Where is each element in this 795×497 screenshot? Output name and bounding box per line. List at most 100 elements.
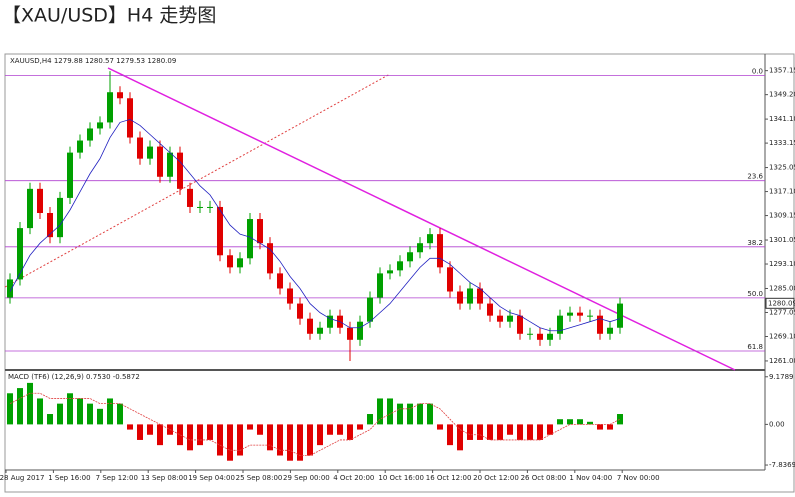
candle-body (267, 243, 273, 274)
macd-label: MACD (TF6) (12,26,9) 0.7530 -0.5872 (8, 373, 140, 381)
macd-bar (407, 403, 413, 425)
macd-bar (587, 421, 593, 425)
macd-bar (497, 424, 503, 440)
macd-bar (557, 419, 563, 425)
moving-average (9, 118, 621, 332)
candle-body (87, 128, 93, 141)
x-tick-label: 1 Sep 16:00 (48, 474, 90, 482)
macd-bar (457, 424, 463, 451)
macd-bar (137, 424, 143, 440)
macd-bar (547, 424, 553, 435)
candle-body (147, 146, 153, 159)
x-tick-label: 29 Sep 00:00 (283, 474, 330, 482)
candle-body (127, 98, 133, 138)
macd-tick-label: -7.8369 (769, 461, 795, 469)
macd-bar (527, 424, 533, 440)
fib-label: 38.2 (747, 239, 763, 247)
macd-bar (277, 424, 283, 456)
candle-body (277, 273, 283, 289)
x-tick-label: 7 Sep 12:00 (96, 474, 138, 482)
y-tick-label: 1285.00 (769, 284, 795, 292)
candle-body (157, 146, 163, 177)
candle-body (407, 252, 413, 262)
candle-body (117, 92, 123, 99)
x-tick-label: 26 Oct 08:00 (521, 474, 567, 482)
channel-line (4, 73, 391, 288)
candle-body (287, 288, 293, 304)
candle-body (17, 228, 23, 280)
y-tick-label: 1293.10 (769, 260, 795, 268)
macd-bar (537, 424, 543, 440)
candle-body (297, 303, 303, 319)
y-tick-label: 1269.10 (769, 332, 795, 340)
macd-bar (597, 424, 603, 430)
candle-body (387, 270, 393, 274)
macd-bar (157, 424, 163, 446)
macd-bar (107, 398, 113, 425)
x-tick-label: 7 Nov 00:00 (617, 474, 660, 482)
macd-bar (287, 424, 293, 461)
fib-label: 0.0 (752, 68, 763, 76)
candle-body (107, 92, 113, 123)
candle-body (57, 197, 63, 238)
trend-line (107, 67, 736, 371)
candle-body (77, 140, 83, 153)
x-tick-label: 13 Sep 08:00 (141, 474, 188, 482)
candle-body (347, 327, 353, 340)
candle-body (367, 297, 373, 322)
macd-bar (417, 403, 423, 425)
macd-bar (247, 424, 253, 430)
x-tick-label: 25 Sep 08:00 (236, 474, 283, 482)
candle-body (217, 206, 223, 256)
candle-body (47, 213, 53, 238)
y-tick-label: 1301.05 (769, 236, 795, 244)
candle-body (427, 234, 433, 244)
macd-bar (197, 424, 203, 446)
price-box (765, 297, 795, 309)
candle-body (437, 234, 443, 268)
y-tick-label: 1309.15 (769, 212, 795, 220)
candle-body (607, 327, 613, 334)
macd-bar (237, 424, 243, 456)
macd-tick-label: 0.00 (769, 420, 785, 428)
macd-signal (9, 392, 621, 456)
candle-body (477, 288, 483, 304)
candle-body (197, 206, 203, 208)
candle-body (97, 122, 103, 129)
macd-bar (447, 424, 453, 446)
chart-title: 【XAU/USD】H4 走势图 (2, 5, 216, 27)
candle-body (187, 188, 193, 207)
candle-body (517, 315, 523, 334)
macd-bar (307, 424, 313, 456)
fib-label: 61.8 (747, 343, 763, 351)
macd-bar (267, 424, 273, 451)
candle-body (447, 267, 453, 292)
candle-body (27, 188, 33, 229)
y-tick-label: 1317.10 (769, 188, 795, 196)
y-tick-label: 1261.00 (769, 357, 795, 365)
macd-bar (577, 419, 583, 425)
x-tick-label: 4 Oct 20:00 (333, 474, 374, 482)
candle-body (247, 219, 253, 259)
candle-body (397, 261, 403, 271)
macd-bar (47, 414, 53, 425)
macd-bar (337, 424, 343, 435)
y-tick-label: 1333.15 (769, 139, 795, 147)
x-tick-label: 28 Aug 2017 (0, 474, 44, 482)
x-tick-label: 10 Oct 16:00 (378, 474, 424, 482)
candle-body (487, 303, 493, 316)
macd-bar (427, 403, 433, 425)
macd-bar (317, 424, 323, 446)
candle-body (37, 188, 43, 213)
macd-bar (517, 424, 523, 440)
candle-body (497, 315, 503, 322)
macd-bar (207, 424, 213, 440)
candle-body (67, 152, 73, 198)
macd-bar (187, 424, 193, 451)
macd-bar (87, 403, 93, 425)
fib-label: 23.6 (747, 173, 763, 181)
candle-body (7, 279, 13, 298)
macd-bar (617, 414, 623, 425)
